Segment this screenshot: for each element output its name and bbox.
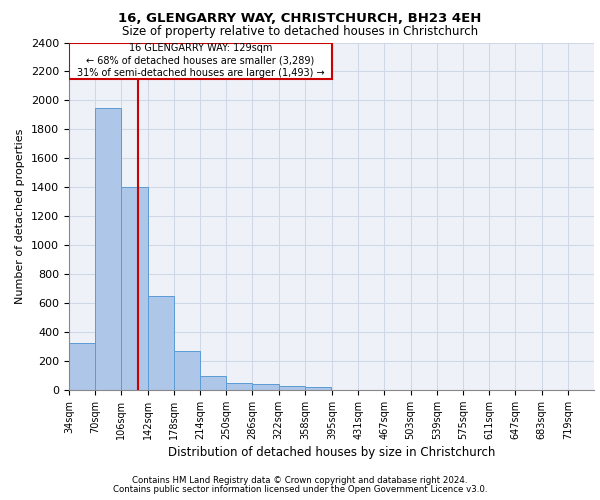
Text: 16 GLENGARRY WAY: 129sqm: 16 GLENGARRY WAY: 129sqm	[129, 43, 272, 53]
Bar	[279, 386, 305, 390]
Bar	[200, 376, 226, 390]
X-axis label: Distribution of detached houses by size in Christchurch: Distribution of detached houses by size …	[168, 446, 495, 459]
Bar	[253, 384, 279, 390]
Bar	[69, 343, 95, 390]
Text: Contains HM Land Registry data © Crown copyright and database right 2024.: Contains HM Land Registry data © Crown c…	[132, 476, 468, 485]
Bar	[226, 384, 253, 390]
Bar	[69, 42, 332, 80]
Text: 16, GLENGARRY WAY, CHRISTCHURCH, BH23 4EH: 16, GLENGARRY WAY, CHRISTCHURCH, BH23 4E…	[118, 12, 482, 26]
Bar	[148, 296, 174, 390]
Bar	[305, 388, 331, 390]
Bar	[174, 351, 200, 390]
Y-axis label: Number of detached properties: Number of detached properties	[16, 128, 25, 304]
Text: Contains public sector information licensed under the Open Government Licence v3: Contains public sector information licen…	[113, 485, 487, 494]
Text: 31% of semi-detached houses are larger (1,493) →: 31% of semi-detached houses are larger (…	[77, 68, 324, 78]
Text: ← 68% of detached houses are smaller (3,289): ← 68% of detached houses are smaller (3,…	[86, 56, 314, 66]
Bar	[95, 108, 121, 390]
Bar	[121, 188, 148, 390]
Text: Size of property relative to detached houses in Christchurch: Size of property relative to detached ho…	[122, 25, 478, 38]
